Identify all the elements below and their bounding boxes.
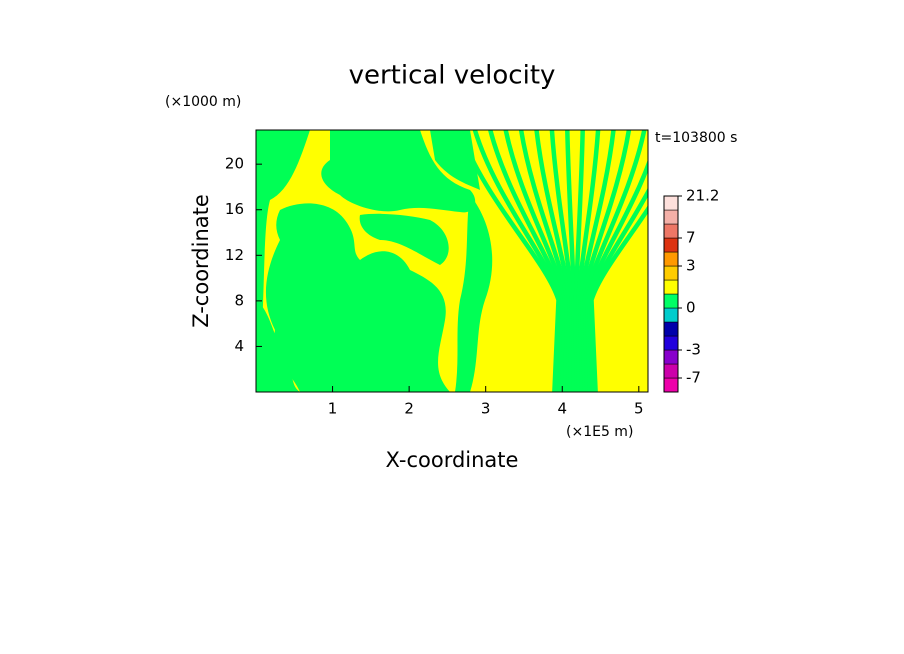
- time-label: t=103800 s: [655, 130, 737, 146]
- colorbar-tick-label: 21.2: [686, 187, 719, 205]
- contour-stripe: [573, 130, 585, 392]
- y-tick-label: 20: [225, 155, 244, 173]
- contour-stripe: [580, 130, 632, 392]
- colorbar-band: [663, 237, 679, 253]
- contour-stripe: [582, 130, 647, 392]
- colorbar-tick-label: 3: [686, 257, 696, 275]
- contour-stripe: [576, 130, 601, 392]
- contour-stripe: [565, 130, 577, 392]
- y-tick-label: 8: [234, 291, 244, 309]
- colorbar-tick-label: -7: [686, 369, 701, 387]
- colorbar-band: [663, 209, 679, 225]
- contour-stripe: [534, 130, 572, 392]
- x-tick-label: 5: [634, 400, 644, 418]
- contour-shapes: [256, 130, 648, 392]
- contour-stripes: [457, 130, 648, 392]
- contour-stripe: [549, 130, 574, 392]
- colorbar-band: [663, 377, 679, 393]
- y-axis-title: Z-coordinate: [189, 194, 213, 328]
- contour-stripe: [488, 130, 566, 392]
- contour-field: [255, 129, 649, 393]
- y-tick-label: 12: [225, 246, 244, 264]
- contour-stripe: [589, 205, 648, 392]
- colorbar-band: [663, 279, 679, 295]
- colorbar-band: [663, 321, 679, 337]
- colorbar-band: [663, 363, 679, 379]
- x-tick-label: 4: [557, 400, 567, 418]
- contour-stripe: [457, 130, 561, 392]
- contour-stripe: [518, 130, 570, 392]
- colorbar-band: [663, 251, 679, 267]
- x-tick-label: 3: [481, 400, 491, 418]
- plot-frame: [255, 129, 649, 393]
- colorbar-tick-label: -3: [686, 341, 701, 359]
- colorbar-band: [663, 335, 679, 351]
- colorbar-band: [663, 223, 679, 239]
- x-unit: (×1E5 m): [566, 424, 633, 440]
- contour-stripe: [584, 159, 648, 392]
- contour-stripe: [503, 130, 568, 392]
- y-unit: (×1000 m): [165, 94, 241, 110]
- y-tick-label: 16: [225, 200, 244, 218]
- x-axis-title: X-coordinate: [386, 448, 519, 472]
- contour-stripe: [472, 130, 563, 392]
- colorbar-tick-label: 7: [686, 229, 696, 247]
- colorbar-frame: [663, 195, 679, 393]
- x-tick-label: 2: [404, 400, 414, 418]
- colorbar-band: [663, 293, 679, 309]
- colorbar-band: [663, 307, 679, 323]
- chart-title: vertical velocity: [349, 61, 556, 91]
- x-tick-label: 1: [328, 400, 338, 418]
- y-tick-label: 4: [234, 337, 244, 355]
- colorbar-band: [663, 195, 679, 211]
- contour-stripe: [578, 130, 616, 392]
- colorbar-band: [663, 265, 679, 281]
- colorbar: 21.2 7 3 0 -3 -7: [663, 187, 719, 393]
- contour-stripe: [587, 187, 648, 392]
- colorbar-band: [663, 349, 679, 365]
- colorbar-tick-label: 0: [686, 299, 696, 317]
